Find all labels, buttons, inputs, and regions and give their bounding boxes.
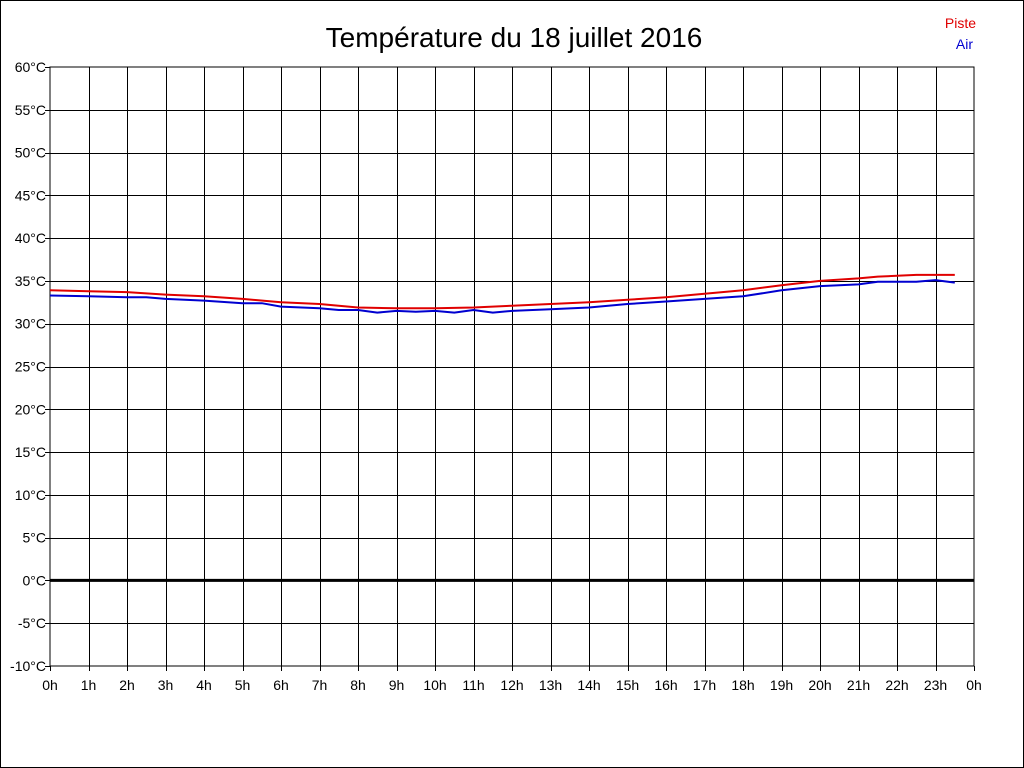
y-tick-label: 5°C — [23, 530, 47, 546]
y-tick-label: 40°C — [15, 230, 46, 246]
y-tick-label: 30°C — [15, 316, 46, 332]
x-tick-label: 18h — [731, 677, 754, 693]
legend-piste: Piste — [945, 15, 976, 31]
x-tick-label: 12h — [500, 677, 523, 693]
x-tick-label: 3h — [158, 677, 174, 693]
x-tick-label: 15h — [616, 677, 639, 693]
x-tick-label: 10h — [423, 677, 446, 693]
x-tick-label: 21h — [847, 677, 870, 693]
y-tick-label: 10°C — [15, 487, 46, 503]
x-tick-label: 11h — [462, 677, 484, 693]
y-tick-label: -10°C — [10, 658, 46, 674]
y-tick-label: 60°C — [15, 59, 46, 75]
x-tick-label: 7h — [312, 677, 328, 693]
x-tick-label: 4h — [196, 677, 212, 693]
x-tick-label: 2h — [119, 677, 135, 693]
y-tick-label: 25°C — [15, 359, 46, 375]
chart-title: Température du 18 juillet 2016 — [326, 22, 703, 53]
series-line-piste — [49, 273, 955, 310]
y-tick-label: 50°C — [15, 145, 46, 161]
x-tick-label: 22h — [885, 677, 908, 693]
legend-air: Air — [956, 36, 973, 52]
x-tick-label: 0h — [42, 677, 58, 693]
grid — [45, 66, 975, 671]
x-tick-label: 20h — [808, 677, 831, 693]
x-tick-label: 14h — [577, 677, 600, 693]
x-tick-label: 6h — [273, 677, 289, 693]
series-lines — [49, 273, 955, 314]
y-tick-label: -5°C — [18, 615, 46, 631]
x-tick-label: 16h — [654, 677, 677, 693]
x-tick-label: 1h — [81, 677, 97, 693]
x-tick-label: 23h — [924, 677, 947, 693]
x-tick-label: 8h — [350, 677, 366, 693]
y-tick-label: 15°C — [15, 444, 46, 460]
x-tick-label: 17h — [693, 677, 716, 693]
y-tick-label: 20°C — [15, 401, 46, 417]
y-tick-label: 45°C — [15, 187, 46, 203]
x-tick-label: 5h — [235, 677, 251, 693]
x-tick-label: 13h — [539, 677, 562, 693]
axis-labels: 0h 1h 2h 3h 4h 5h 6h 7h 8h 9h 10h 11h 12h 13h 14h 15h 16… — [10, 59, 982, 693]
y-tick-label: 0°C — [23, 572, 47, 588]
x-tick-label: 19h — [770, 677, 793, 693]
series-line-air — [49, 279, 955, 314]
y-tick-label: 55°C — [15, 102, 46, 118]
x-tick-label: 9h — [389, 677, 405, 693]
y-tick-label: 35°C — [15, 273, 46, 289]
x-tick-label: 0h — [966, 677, 982, 693]
